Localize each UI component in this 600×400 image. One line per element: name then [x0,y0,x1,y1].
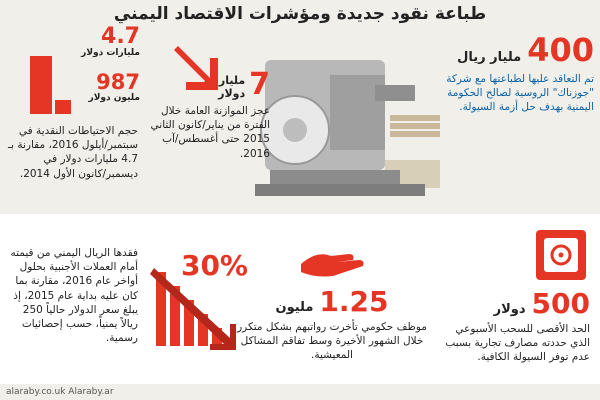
reserves-2016-unit: مليون دولار [88,93,140,103]
rial-drop-percent: 30% [181,252,248,280]
bottom-band [0,214,600,384]
printed-amount-text: تم التعاقد عليها لطباعتها مع شركة "جوزنا… [446,73,594,114]
top-left-panel: 4.7 مليارات دولار [8,24,140,59]
reserves-2016-value: 987 [96,70,140,94]
reserves-2016-bar [55,100,71,114]
bottom-middle-panel: 1.25 مليون موظف حكومي تأخرت رواتبهم بشكل… [232,226,432,363]
reserves-2014-bar [30,56,52,114]
safe-icon [532,226,590,284]
printing-press-icon [235,20,445,205]
top-right-panel: 400 مليار ريال تم التعاقد عليها لطباعتها… [444,34,594,115]
reserves-2016-label: 987 مليون دولار [74,70,140,104]
employees-value: 1.25 [319,285,389,318]
employees-unit: مليون [275,300,314,315]
printed-amount-value: 400 [527,31,594,69]
withdraw-limit-unit: دولار [493,302,526,317]
reserves-2014-value: 4.7 [101,24,140,49]
reserves-text: حجم الاحتياطات النقدية في سبتمبر/أيلول 2… [8,125,138,180]
printed-amount-unit: مليار ريال [457,50,522,65]
declining-bars-icon [150,262,240,352]
down-arrow-icon [170,38,230,98]
deficit-value: 7 [249,67,270,102]
withdraw-limit-text: الحد الأقصى للسحب الأسبوعي الذي حددته مص… [445,323,590,364]
footer-credit: alaraby.co.uk Alaraby.ar [6,387,114,397]
withdraw-limit-value: 500 [531,287,590,320]
hand-icon [297,226,367,282]
employees-text: موظف حكومي تأخرت رواتبهم بشكل متكرر خلال… [237,321,427,362]
rial-drop-text: فقدها الريال اليمني من قيمته أمام العملا… [10,247,138,345]
bottom-right-panel: 500 دولار الحد الأقصى للسحب الأسبوعي الذ… [440,226,590,365]
deficit-unit-2: دولار [218,87,246,100]
deficit-text: عجز الموازنة العامة خلال الفترة من يناير… [150,105,270,160]
page-title: طباعة نقود جديدة ومؤشرات الاقتصاد اليمني [113,4,487,24]
rial-drop-value: 30% [180,249,248,282]
reserves-2014-unit: مليارات دولار [81,48,140,58]
